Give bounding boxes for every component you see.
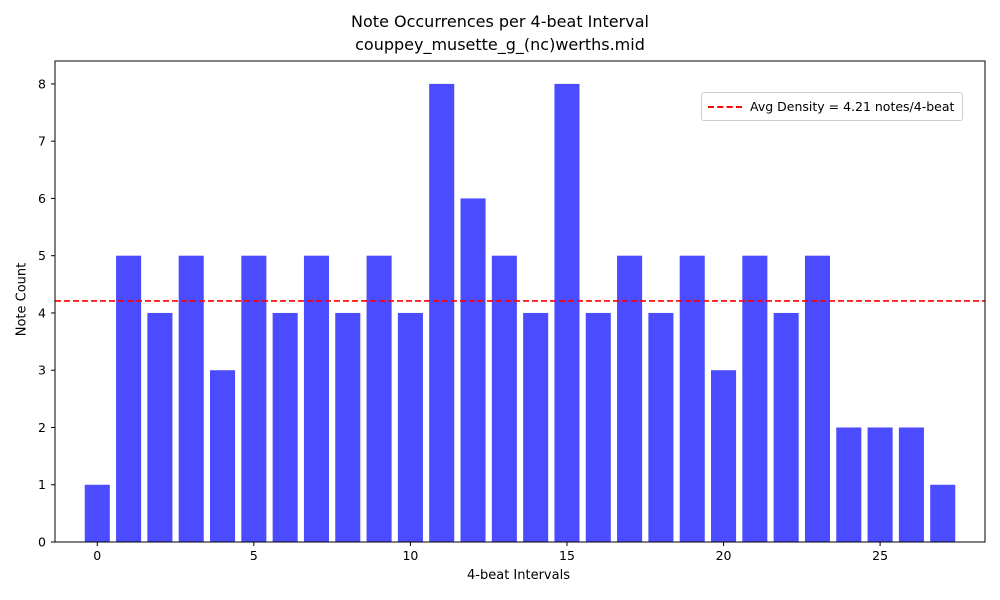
bar-interval-5 xyxy=(241,255,267,542)
bar-interval-14 xyxy=(523,312,549,542)
bar-interval-26 xyxy=(898,427,924,542)
legend-label: Avg Density = 4.21 notes/4-beat xyxy=(750,99,955,114)
bar-interval-9 xyxy=(366,255,392,542)
x-tick-label: 25 xyxy=(872,548,888,563)
bar-interval-16 xyxy=(585,312,611,542)
bar-interval-25 xyxy=(867,427,893,542)
bar-interval-21 xyxy=(742,255,768,542)
bar-interval-19 xyxy=(679,255,705,542)
x-tick-label: 15 xyxy=(559,548,575,563)
bar-interval-18 xyxy=(648,312,674,542)
x-tick-label: 0 xyxy=(93,548,101,563)
bar-interval-6 xyxy=(272,312,298,542)
bar-interval-2 xyxy=(147,312,173,542)
x-tick-label: 20 xyxy=(716,548,732,563)
plot-frame xyxy=(54,60,986,543)
y-tick-label: 0 xyxy=(38,535,46,550)
y-tick-label: 1 xyxy=(38,477,46,492)
bar-interval-4 xyxy=(210,370,236,542)
bar-interval-7 xyxy=(303,255,329,542)
y-tick-label: 7 xyxy=(38,134,46,149)
bar-interval-22 xyxy=(773,312,799,542)
x-axis-label: 4-beat Intervals xyxy=(467,568,570,583)
chart-title: Note Occurrences per 4-beat Interval xyxy=(351,12,649,31)
bar-interval-10 xyxy=(397,312,423,542)
legend: Avg Density = 4.21 notes/4-beat xyxy=(701,92,964,121)
y-axis-label: Note Count xyxy=(14,262,30,337)
bar-interval-24 xyxy=(836,427,862,542)
y-tick-label: 8 xyxy=(38,76,46,91)
bar-interval-23 xyxy=(804,255,830,542)
y-tick-label: 3 xyxy=(38,363,46,378)
bar-interval-0 xyxy=(84,484,110,542)
bar-interval-27 xyxy=(930,484,956,542)
bar-interval-12 xyxy=(460,198,486,542)
y-tick-label: 4 xyxy=(38,305,46,320)
bar-interval-15 xyxy=(554,83,580,543)
x-tick-label: 10 xyxy=(402,548,418,563)
bar-interval-11 xyxy=(429,83,455,543)
y-tick-label: 5 xyxy=(38,248,46,263)
y-tick-label: 6 xyxy=(38,191,46,206)
bar-interval-1 xyxy=(116,255,142,542)
bar-interval-17 xyxy=(617,255,643,542)
chart-subtitle: couppey_musette_g_(nc)werths.mid xyxy=(355,35,645,54)
legend-dashed-line-swatch xyxy=(708,105,742,108)
axis-ticks: 0 5 10 15 20 25 0 1 2 3 4 5 6 7 8 xyxy=(38,76,888,563)
bar-interval-3 xyxy=(178,255,204,542)
bar-interval-13 xyxy=(491,255,517,542)
bar-interval-8 xyxy=(335,312,361,542)
x-tick-label: 5 xyxy=(250,548,258,563)
bar-interval-20 xyxy=(711,370,737,542)
bars-group xyxy=(84,83,956,543)
y-tick-label: 2 xyxy=(38,420,46,435)
